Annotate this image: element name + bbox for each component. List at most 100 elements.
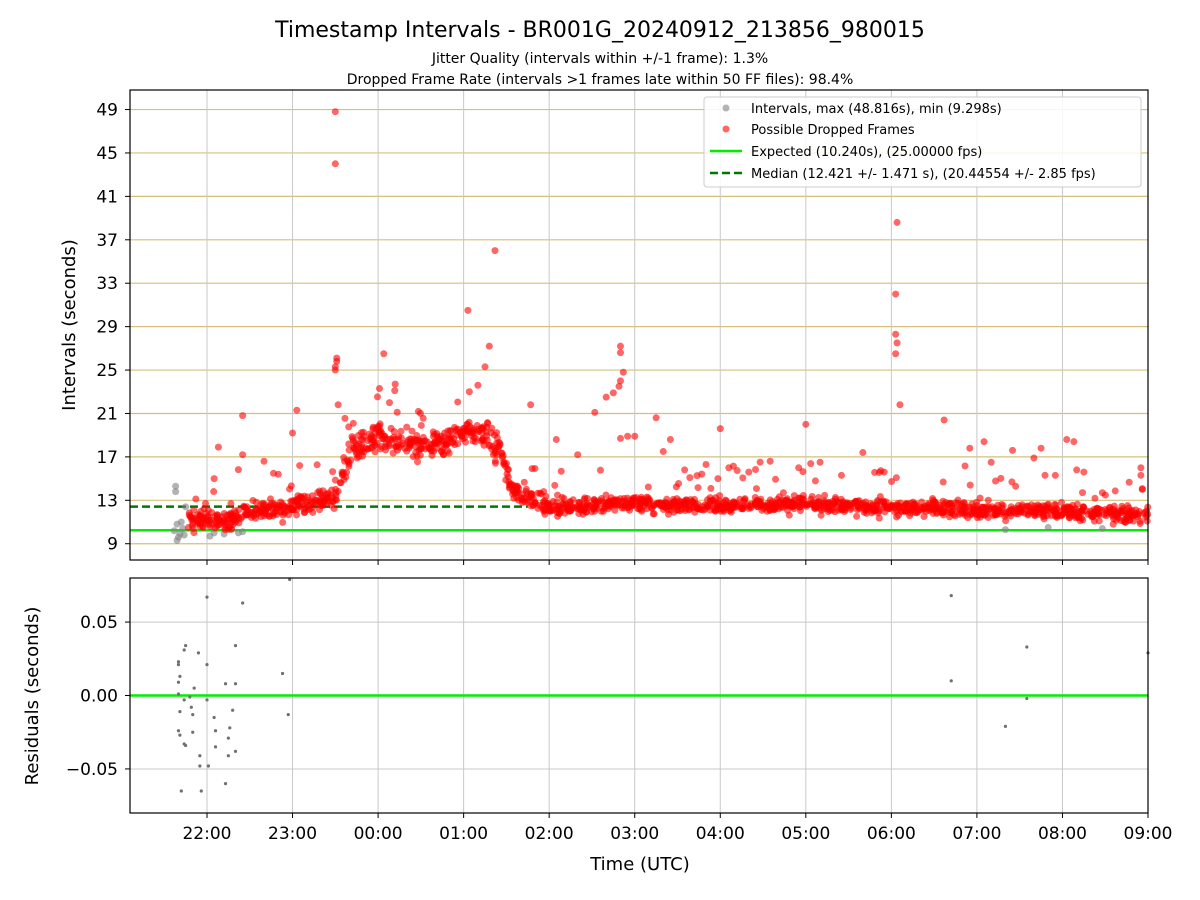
dropped-frame-point [1091,494,1099,502]
residual-point [191,712,195,717]
dropped-frame-point [992,477,1000,485]
dropped-frame-point [192,495,200,503]
top-panel-points [170,108,1152,544]
residual-point [223,682,228,686]
dropped-frame-point [820,498,828,506]
dropped-frame-point [493,429,501,437]
dropped-frame-point [268,499,276,507]
dropped-frame-point [540,507,548,515]
dropped-frame-point [320,498,328,506]
dropped-frame-point [973,514,981,522]
residual-point [176,660,181,664]
dropped-frame-point [761,503,769,511]
dropped-frame-point [790,505,798,513]
dropped-frame-point [678,505,686,513]
dropped-frame-point [736,495,744,503]
dropped-frame-point [393,408,401,416]
dropped-frame-point [391,380,399,388]
dropped-frame-point [349,435,357,443]
dropped-frame-point [279,518,287,526]
dropped-frame-point [664,510,672,518]
x-tick-label: 22:00 [182,824,231,844]
dropped-frame-point [831,493,839,501]
residual-point [182,698,186,702]
dropped-frame-point [606,498,614,506]
dropped-frame-point [816,458,824,466]
dropped-frame-point [644,483,652,491]
top-y-tick-label: 9 [107,535,118,555]
dropped-frame-point [694,484,702,492]
residual-point [233,682,238,686]
top-y-tick-label: 25 [96,361,118,381]
residual-point [205,698,209,702]
dropped-frame-point [847,506,855,514]
dropped-frame-point [1008,478,1016,486]
x-axis-label: Time (UTC) [589,854,690,875]
dropped-frame-point [770,502,778,510]
dropped-frame-point [571,504,579,512]
dropped-frame-point [1084,510,1092,518]
dropped-frame-point [234,466,242,474]
dropped-frame-point [340,475,348,483]
residual-point [179,789,183,793]
dropped-frame-point [387,424,395,432]
interval-point [172,488,180,496]
dropped-frame-point [564,504,572,512]
dropped-frame-point [1041,471,1049,479]
dropped-frame-point [716,425,724,433]
dropped-frame-point [491,247,499,255]
residual-point [191,730,195,734]
residual-point [176,680,181,684]
legend-intervals-label: Intervals, max (48.816s), min (9.298s) [751,102,1002,117]
dropped-frame-point [772,475,780,483]
dropped-frame-point [239,451,247,459]
dropped-frame-point [210,488,218,496]
dropped-frame-point [521,498,529,506]
dropped-frame-point [596,466,604,474]
x-tick-label: 04:00 [696,824,745,844]
dropped-frame-point [1071,511,1079,519]
dropped-frame-point [478,436,486,444]
residual-point [192,686,196,690]
residual-point [1025,645,1029,649]
dropped-frame-point [960,499,968,507]
residual-point [199,789,203,793]
dropped-frame-point [752,499,760,507]
dropped-frame-point [1073,466,1081,474]
dropped-frame-point [214,443,222,451]
dropped-frame-point [616,342,624,350]
dropped-frame-point [427,441,435,449]
dropped-frame-point [616,434,624,442]
dropped-frame-point [756,458,764,466]
bottom-y-axis-label: Residuals (seconds) [22,607,43,786]
dropped-frame-point [966,444,974,452]
residual-point [184,743,188,748]
dropped-frame-point [194,515,202,523]
dropped-frame-point [407,435,415,443]
residual-point [212,715,216,720]
dropped-frame-point [380,350,388,358]
dropped-frame-point [816,505,824,513]
residual-point [949,679,953,683]
bottom-y-tick-label: 0.00 [80,687,118,707]
dropped-frame-point [1143,507,1151,515]
interval-point [1044,523,1052,531]
top-y-tick-label: 17 [96,448,118,468]
dropped-frame-point [403,447,411,455]
top-panel-frame [129,89,1149,561]
dropped-frame-point [397,441,405,449]
dropped-frame-point [467,431,475,439]
dropped-frame-point [469,426,477,434]
dropped-frame-point [481,363,489,371]
dropped-frame-point [996,510,1004,518]
dropped-frame-point [293,511,301,519]
dropped-frame-point [558,493,566,501]
dropped-frame-point [433,439,441,447]
dropped-frame-point [831,508,839,516]
residual-point [205,663,209,667]
dropped-frame-point [892,330,900,338]
dropped-frame-point [257,505,265,513]
dropped-frame-point [210,475,218,483]
dropped-frame-point [305,502,313,510]
dropped-frame-point [463,420,471,428]
